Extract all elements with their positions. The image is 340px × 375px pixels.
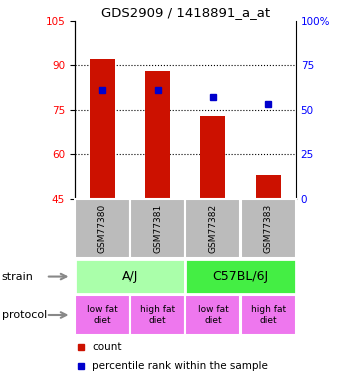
FancyBboxPatch shape xyxy=(185,200,240,258)
Text: protocol: protocol xyxy=(2,310,47,320)
FancyBboxPatch shape xyxy=(241,295,296,335)
Bar xyxy=(256,175,280,199)
Text: GSM77383: GSM77383 xyxy=(264,204,273,254)
FancyBboxPatch shape xyxy=(75,295,130,335)
Text: GSM77382: GSM77382 xyxy=(208,204,217,254)
Text: A/J: A/J xyxy=(122,270,138,283)
Text: percentile rank within the sample: percentile rank within the sample xyxy=(92,361,268,370)
Text: high fat
diet: high fat diet xyxy=(140,305,175,325)
Text: C57BL/6J: C57BL/6J xyxy=(212,270,269,283)
Text: low fat
diet: low fat diet xyxy=(198,305,228,325)
Text: strain: strain xyxy=(2,272,34,282)
FancyBboxPatch shape xyxy=(185,260,296,294)
Text: GSM77380: GSM77380 xyxy=(98,204,107,254)
FancyBboxPatch shape xyxy=(75,260,185,294)
FancyBboxPatch shape xyxy=(185,295,240,335)
Bar xyxy=(201,116,225,199)
Text: high fat
diet: high fat diet xyxy=(251,305,286,325)
FancyBboxPatch shape xyxy=(130,295,185,335)
Title: GDS2909 / 1418891_a_at: GDS2909 / 1418891_a_at xyxy=(101,6,270,20)
FancyBboxPatch shape xyxy=(130,200,185,258)
Bar xyxy=(145,71,170,199)
Text: low fat
diet: low fat diet xyxy=(87,305,118,325)
Text: count: count xyxy=(92,342,122,352)
FancyBboxPatch shape xyxy=(75,200,130,258)
Text: GSM77381: GSM77381 xyxy=(153,204,162,254)
FancyBboxPatch shape xyxy=(241,200,296,258)
Bar xyxy=(90,59,115,199)
